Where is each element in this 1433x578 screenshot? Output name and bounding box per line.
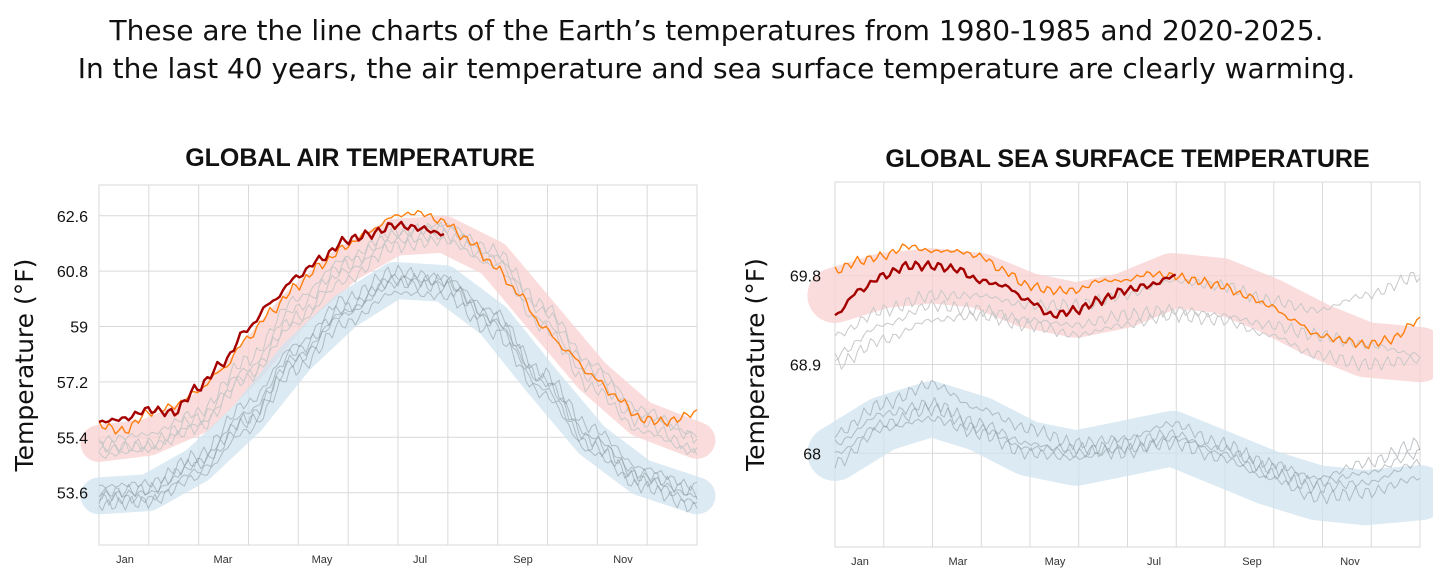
series-line-recent xyxy=(834,299,1421,360)
x-tick-label: Jan xyxy=(851,556,869,568)
y-axis-label: Temperature (°F) xyxy=(10,259,39,473)
series-line-old xyxy=(98,264,698,492)
sea-surface-temperature-chart: 69.8 68.9 68 Jan Mar May Jul Sep Nov Temperature … xyxy=(741,181,1433,568)
y-tick-label: 60.8 xyxy=(57,264,88,281)
x-tick-label: Nov xyxy=(613,554,633,566)
x-tick-label: Mar xyxy=(214,554,233,566)
series-line-current xyxy=(834,260,1177,319)
series-line-current xyxy=(98,220,445,424)
x-tick-label: May xyxy=(312,554,333,566)
x-tick-label: May xyxy=(1045,556,1066,568)
series-line-old xyxy=(98,278,698,506)
series-line-old xyxy=(98,273,698,502)
x-tick-label: Jan xyxy=(116,554,134,566)
highlight-range-2020-2025: 2020-2025 xyxy=(1151,12,1329,50)
series-line-recent xyxy=(834,271,1421,337)
headline-text-b: and xyxy=(1091,14,1162,47)
series-line-previous xyxy=(834,243,1421,350)
y-tick-label: 62.6 xyxy=(57,209,88,226)
series-line-recent xyxy=(834,308,1421,372)
headline-line-2: In the last 40 years, the air temperatur… xyxy=(77,52,1356,85)
x-tick-label: Nov xyxy=(1340,556,1360,568)
series-line-old xyxy=(834,380,1421,480)
air-temperature-chart: 62.6 60.8 59 57.2 55.4 53.6 Jan Mar May Jul Sep Nov… xyxy=(10,184,716,566)
y-tick-label: 53.6 xyxy=(57,486,88,503)
y-tick-label: 68.9 xyxy=(790,358,821,375)
y-tick-label: 55.4 xyxy=(57,430,88,447)
headline: These are the line charts of the Earth’s… xyxy=(0,12,1433,88)
headline-line-1: These are the line charts of the Earth’s… xyxy=(0,12,1433,50)
headline-text-c: . xyxy=(1314,14,1324,47)
sea-chart-title: GLOBAL SEA SURFACE TEMPERATURE xyxy=(885,145,1370,173)
x-tick-label: Jul xyxy=(413,554,427,566)
series-line-recent xyxy=(98,235,698,459)
y-tick-label: 68 xyxy=(803,446,821,463)
series-line-previous xyxy=(98,209,698,435)
y-axis-label: Temperature (°F) xyxy=(741,258,770,472)
highlight-range-1980-1985: 1980-1985 xyxy=(928,12,1106,50)
series-line-old xyxy=(834,402,1421,489)
old-years-band xyxy=(807,381,1433,526)
recent-years-band xyxy=(807,248,1433,383)
y-tick-label: 69.8 xyxy=(790,269,821,286)
old-years-band xyxy=(80,261,716,515)
y-tick-label: 57.2 xyxy=(57,375,88,392)
air-chart-title: GLOBAL AIR TEMPERATURE xyxy=(185,144,535,172)
x-tick-label: Mar xyxy=(949,556,968,568)
y-tick-label: 59 xyxy=(70,320,88,337)
series-line-old xyxy=(98,290,698,513)
x-tick-label: Sep xyxy=(513,554,533,566)
x-tick-label: Sep xyxy=(1242,556,1262,568)
headline-text-a: These are the line charts of the Earth’s… xyxy=(109,14,939,47)
x-tick-label: Jul xyxy=(1147,556,1161,568)
series-line-recent xyxy=(98,222,698,453)
